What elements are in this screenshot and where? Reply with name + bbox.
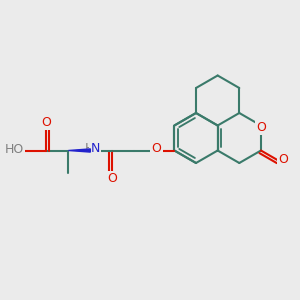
Text: N: N <box>91 142 100 155</box>
Text: O: O <box>152 142 161 155</box>
Text: O: O <box>41 116 51 129</box>
Polygon shape <box>68 149 90 152</box>
Text: O: O <box>278 153 288 166</box>
Text: HO: HO <box>5 143 24 156</box>
Text: O: O <box>107 172 117 185</box>
Text: O: O <box>256 121 266 134</box>
Text: H: H <box>85 142 94 155</box>
